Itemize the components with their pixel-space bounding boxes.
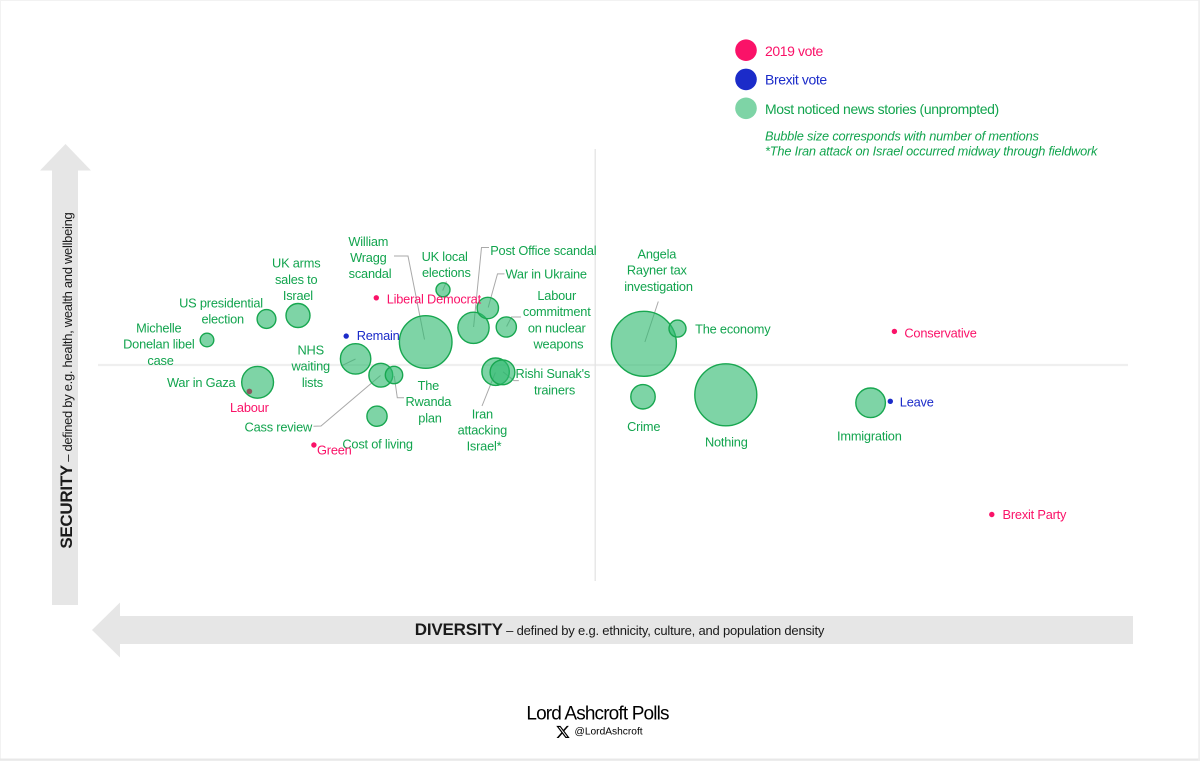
svg-text:Brexit Party: Brexit Party [1003,507,1068,522]
svg-text:Nothing: Nothing [705,434,748,449]
svg-text:Most noticed news stories (unp: Most noticed news stories (unprompted) [765,101,999,117]
svg-text:War in Gaza: War in Gaza [167,375,237,390]
svg-text:Rishi Sunak's trainers: Rishi Sunak's trainers [516,366,594,397]
svg-text:DIVERSITY – defined by e.g. et: DIVERSITY – defined by e.g. ethnicity, c… [415,620,825,639]
svg-text:Lord Ashcroft Polls: Lord Ashcroft Polls [526,704,669,725]
svg-text:Bubble size corresponds with n: Bubble size corresponds with number of m… [765,129,1040,144]
svg-text:Leave: Leave [900,395,934,410]
svg-text:Labour commitment on nuclear w: Labour commitment on nuclear weapons [523,288,594,352]
svg-text:Liberal Democrat: Liberal Democrat [387,291,482,306]
svg-text:William Wragg scandal: William Wragg scandal [348,234,391,281]
svg-text:Immigration: Immigration [837,428,902,443]
svg-text:Brexit vote: Brexit vote [765,71,827,87]
svg-text:NHS waiting lists: NHS waiting lists [291,343,334,390]
svg-text:War in Ukraine: War in Ukraine [506,267,587,282]
svg-text:Angela Rayner tax investigatio: Angela Rayner tax investigation [624,246,693,293]
svg-text:2019 vote: 2019 vote [765,43,824,59]
svg-text:Labour: Labour [230,400,270,415]
svg-text:The Rwanda plan: The Rwanda plan [405,378,454,425]
svg-text:US presidential election: US presidential election [179,295,266,326]
svg-text:UK local elections: UK local elections [422,249,471,280]
svg-text:*The Iran attack on Israel occ: *The Iran attack on Israel occurred midw… [765,143,1098,158]
svg-text:Crime: Crime [627,419,660,434]
svg-text:@LordAshcroft: @LordAshcroft [575,727,643,738]
svg-text:Cost of living: Cost of living [342,437,413,452]
svg-text:Cass review: Cass review [245,420,313,435]
svg-text:Remain: Remain [357,328,400,343]
svg-text:SECURITY – defined by e.g. hea: SECURITY – defined by e.g. health, wealt… [57,212,76,548]
svg-text:Green: Green [317,443,352,458]
svg-text:The economy: The economy [695,322,771,337]
svg-text:Iran attacking Israel*: Iran attacking Israel* [458,406,511,453]
svg-text:UK arms sales to Israel: UK arms sales to Israel [272,256,324,303]
svg-text:Post Office scandal: Post Office scandal [490,243,596,258]
svg-text:Conservative: Conservative [904,325,976,340]
svg-text:Michelle Donelan libel case: Michelle Donelan libel case [123,320,198,367]
